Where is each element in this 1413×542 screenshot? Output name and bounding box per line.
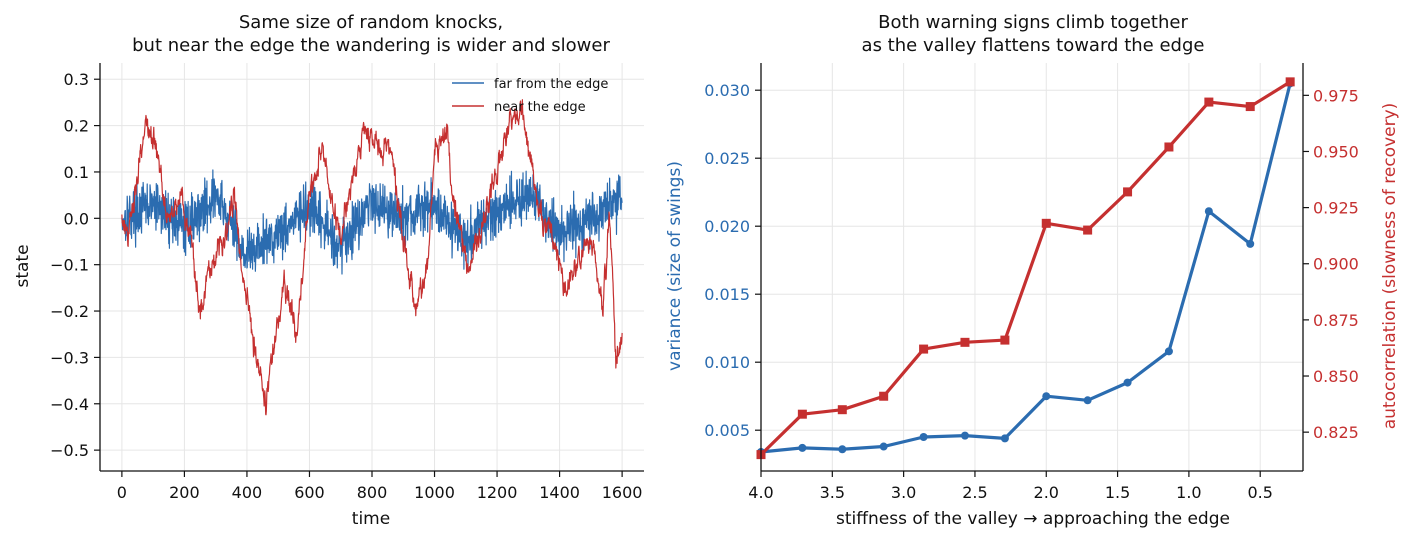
x-tick-label: 2.5 — [962, 483, 987, 502]
series-line-far — [121, 169, 623, 275]
right-x-axis-label: stiffness of the valley → approaching th… — [836, 509, 1230, 529]
right-axes — [760, 63, 1304, 472]
autocorrelation-point — [1083, 225, 1093, 235]
x-tick-label: 1000 — [414, 483, 455, 502]
left-y-axis-label: state — [13, 244, 33, 287]
x-tick-label: 1200 — [477, 483, 518, 502]
y-tick-label: −0.2 — [50, 302, 89, 321]
right-y-tick-label: 0.875 — [1313, 311, 1359, 330]
y-tick-label: 0.2 — [64, 117, 89, 136]
autocorrelation-point — [837, 405, 847, 415]
left-x-axis-label: time — [352, 509, 390, 529]
y-tick-label: 0.1 — [64, 163, 89, 182]
variance-point — [1123, 378, 1132, 387]
autocorrelation-point — [919, 344, 929, 354]
right-left-y-axis-label: variance (size of swings) — [665, 161, 685, 371]
left-y-tick-label: 0.010 — [704, 353, 750, 372]
x-tick-label: 0 — [117, 483, 127, 502]
right-right-y-ticks: 0.825 0.850 0.875 0.900 0.925 0.950 0.975 — [1303, 86, 1359, 442]
legend-label-near: near the edge — [494, 100, 586, 115]
autocorrelation-point — [1204, 97, 1214, 107]
right-chart-title-line2: as the valley flattens toward the edge — [862, 35, 1205, 56]
series-line-near — [121, 99, 623, 416]
x-tick-label: 3.5 — [820, 483, 845, 502]
y-tick-label: −0.5 — [50, 441, 89, 460]
autocorrelation-point — [960, 337, 970, 347]
autocorrelation-point — [879, 391, 889, 401]
autocorrelation-point — [797, 409, 807, 419]
x-tick-label: 2.0 — [1034, 483, 1059, 502]
autocorrelation-point — [1245, 102, 1255, 112]
variance-point — [960, 431, 969, 440]
x-tick-label: 4.0 — [748, 483, 773, 502]
x-tick-label: 800 — [357, 483, 388, 502]
left-chart-title-line2: but near the edge the wandering is wider… — [132, 35, 610, 56]
variance-point — [1246, 239, 1255, 248]
left-y-tick-label: 0.020 — [704, 217, 750, 236]
y-tick-label: −0.4 — [50, 395, 89, 414]
x-tick-label: 3.0 — [891, 483, 916, 502]
variance-point — [798, 443, 807, 452]
right-y-tick-label: 0.950 — [1313, 142, 1359, 161]
x-tick-label: 200 — [169, 483, 200, 502]
right-x-ticks: 4.0 3.5 3.0 2.5 2.0 1.5 1.0 0.5 — [748, 471, 1273, 502]
variance-point — [838, 445, 847, 454]
y-tick-label: 0.3 — [64, 70, 89, 89]
left-y-tick-label: 0.025 — [704, 149, 750, 168]
right-grid — [760, 63, 1303, 471]
autocorrelation-point — [1164, 142, 1174, 152]
right-chart: Both warning signs climb together as the… — [665, 12, 1400, 529]
left-chart: Same size of random knocks, but near the… — [13, 12, 644, 529]
x-tick-label: 1600 — [602, 483, 643, 502]
left-legend: far from the edge near the edge — [452, 77, 608, 115]
right-right-y-axis-label: autocorrelation (slowness of recovery) — [1380, 103, 1400, 430]
x-tick-label: 400 — [232, 483, 263, 502]
variance-point — [1042, 392, 1051, 401]
right-left-y-ticks: 0.005 0.010 0.015 0.020 0.025 0.030 — [704, 81, 761, 440]
variance-point — [879, 442, 888, 451]
y-tick-label: −0.3 — [50, 348, 89, 367]
legend-label-far: far from the edge — [494, 77, 608, 92]
left-y-tick-label: 0.015 — [704, 285, 750, 304]
series-line-autocorrelation — [759, 80, 1292, 456]
x-tick-label: 1.0 — [1176, 483, 1201, 502]
y-tick-label: −0.1 — [50, 256, 89, 275]
right-series — [756, 77, 1295, 460]
variance-point — [1204, 207, 1213, 216]
x-tick-label: 0.5 — [1247, 483, 1272, 502]
left-x-ticks: 0 200 400 600 800 1000 1200 1400 1600 — [117, 471, 643, 502]
variance-point — [1164, 347, 1173, 356]
right-y-tick-label: 0.975 — [1313, 86, 1359, 105]
right-y-tick-label: 0.900 — [1313, 255, 1359, 274]
x-tick-label: 1400 — [539, 483, 580, 502]
left-chart-title-line1: Same size of random knocks, — [239, 12, 503, 33]
series-line-variance — [760, 83, 1292, 454]
x-tick-label: 1.5 — [1105, 483, 1130, 502]
autocorrelation-point — [1000, 335, 1010, 345]
variance-point — [919, 433, 928, 441]
variance-point — [1000, 434, 1009, 443]
autocorrelation-point — [1041, 218, 1051, 228]
right-y-tick-label: 0.850 — [1313, 367, 1359, 386]
right-y-tick-label: 0.925 — [1313, 199, 1359, 218]
autocorrelation-point — [1123, 187, 1133, 197]
autocorrelation-point — [1285, 77, 1295, 87]
right-y-tick-label: 0.825 — [1313, 423, 1359, 442]
left-y-tick-label: 0.005 — [704, 421, 750, 440]
left-grid — [100, 63, 644, 471]
left-y-tick-label: 0.030 — [704, 81, 750, 100]
y-tick-label: 0.0 — [64, 209, 89, 228]
right-chart-title-line1: Both warning signs climb together — [878, 12, 1188, 33]
left-series-lines — [121, 99, 623, 416]
left-y-ticks: 0.3 0.2 0.1 0.0 −0.1 −0.2 −0.3 −0.4 −0.5 — [50, 70, 100, 460]
variance-point — [1083, 396, 1092, 405]
x-tick-label: 600 — [294, 483, 325, 502]
